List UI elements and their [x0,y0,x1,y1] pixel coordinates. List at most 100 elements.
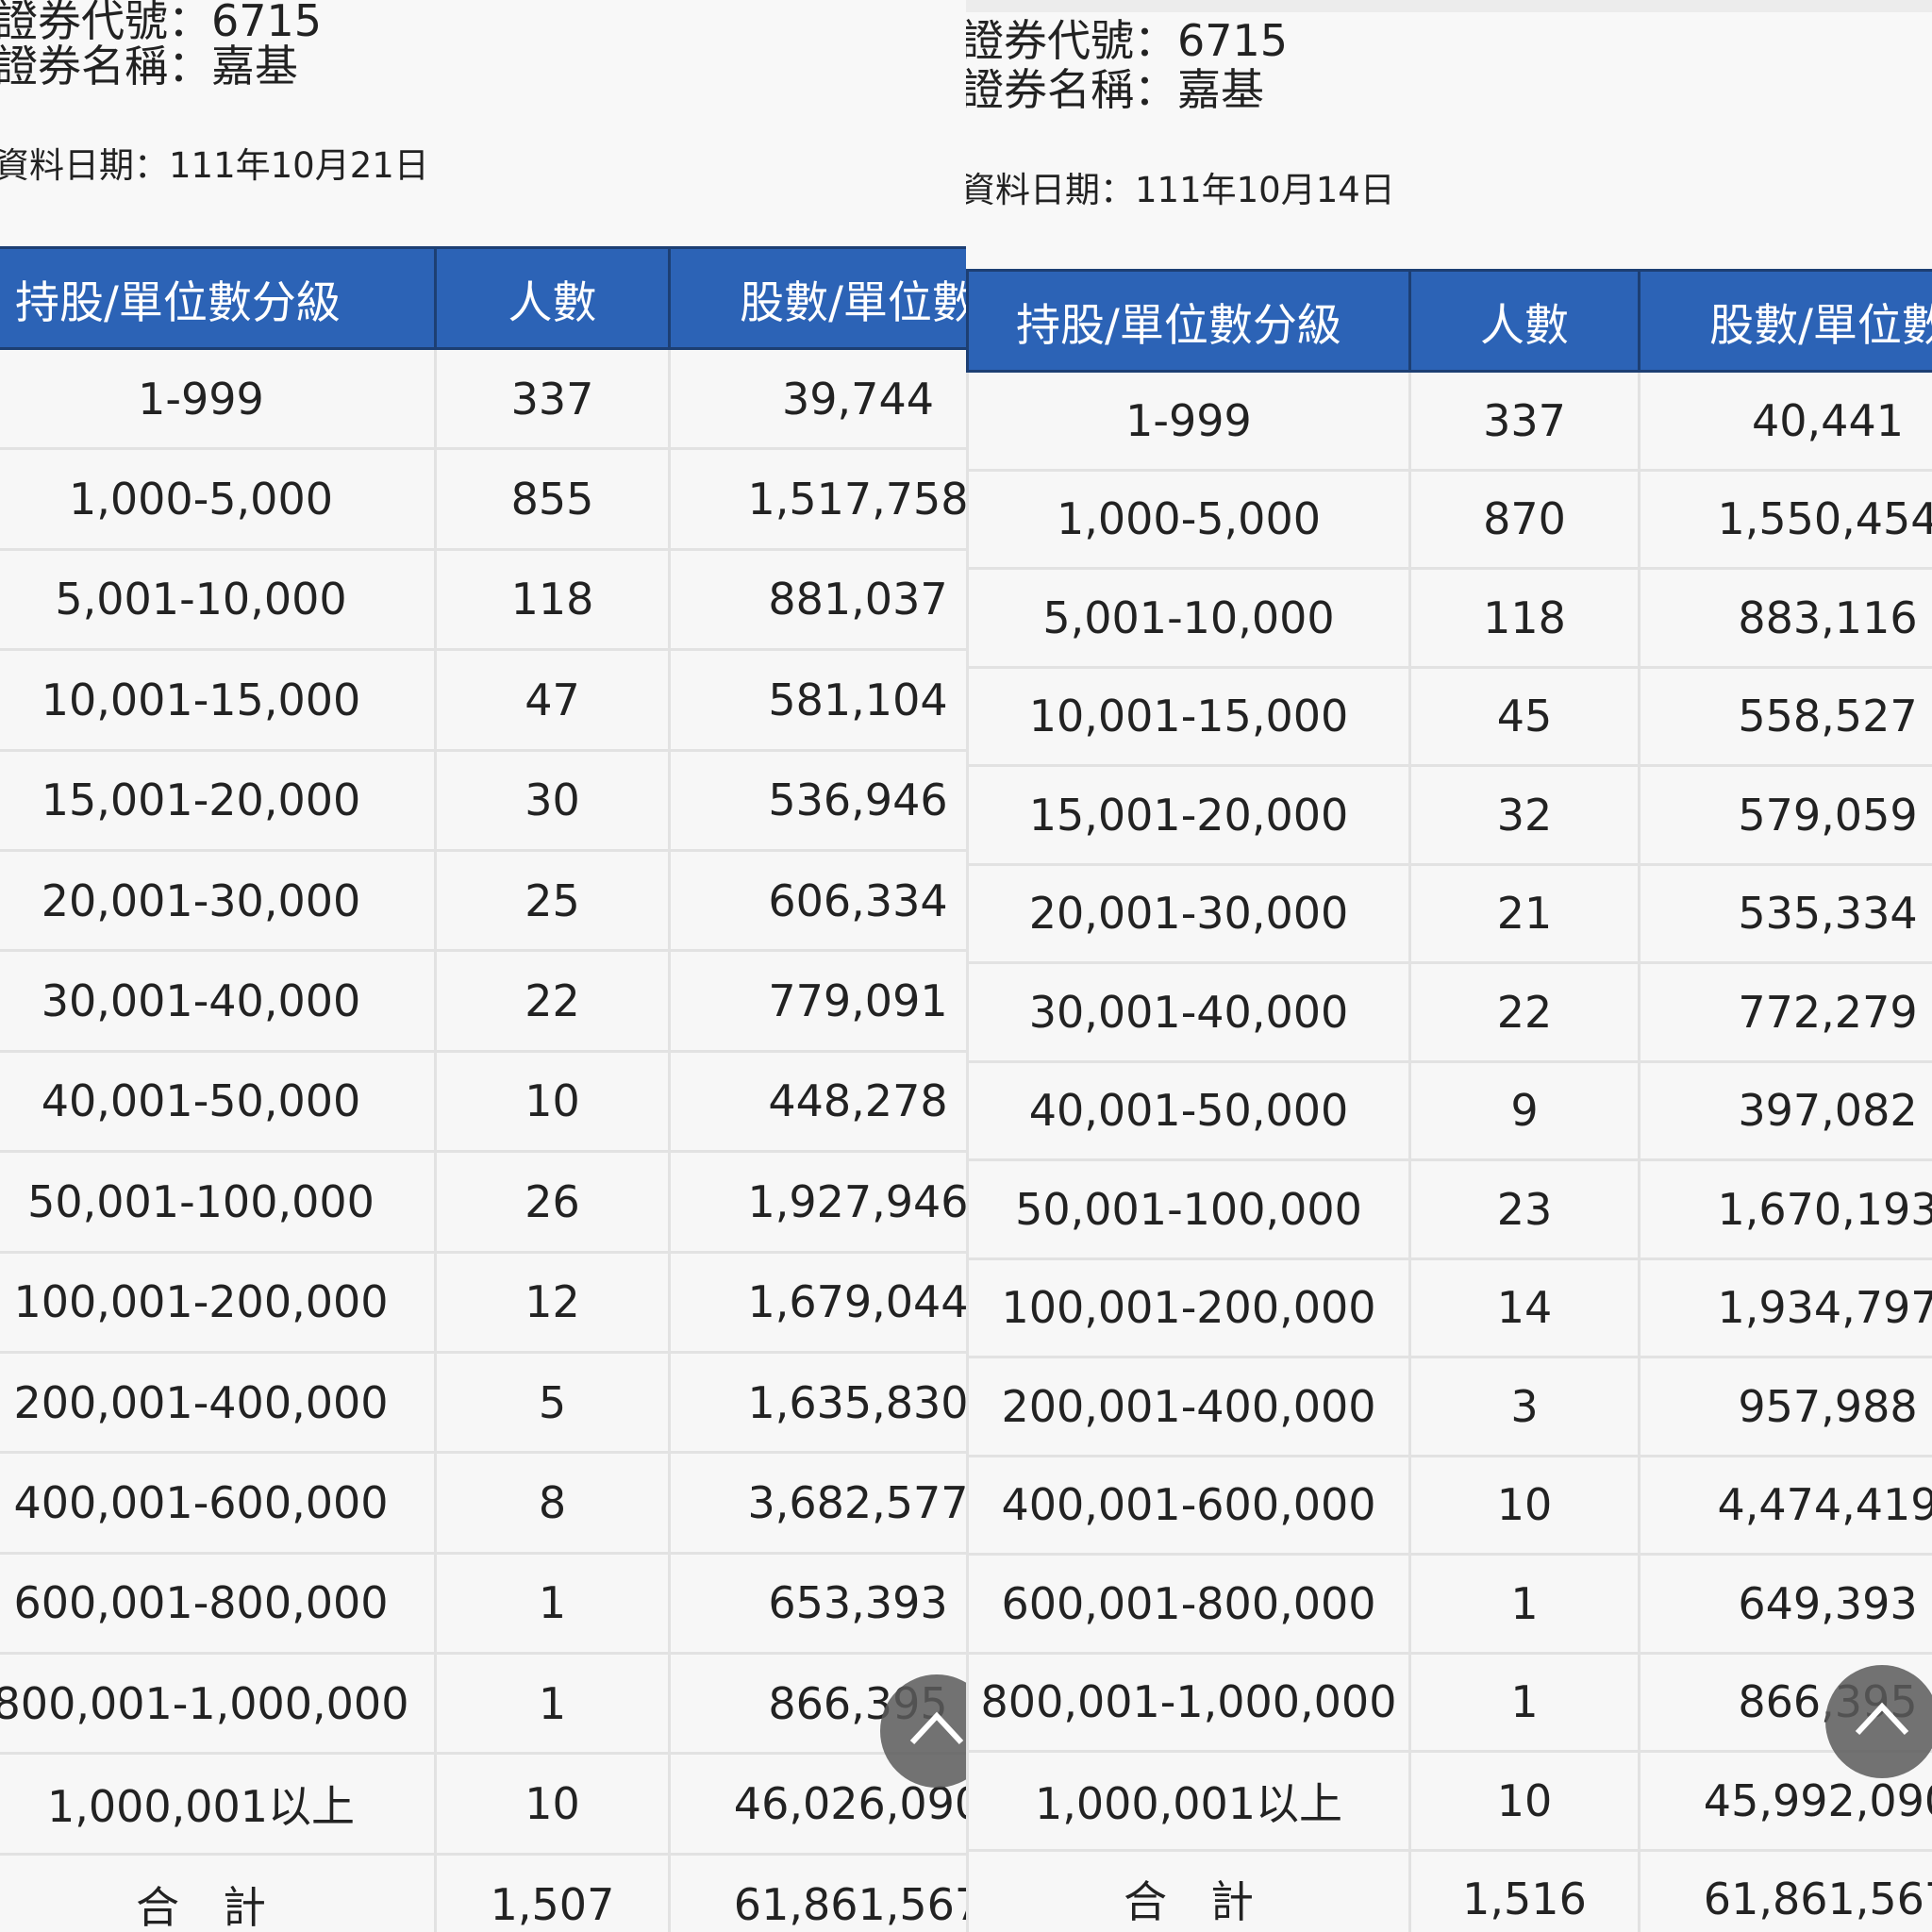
table-cell: 606,334 [668,848,966,953]
table-cell: 118 [1408,567,1641,669]
header-row: 持股/單位數分級 人數 股數/單位數 [966,269,1932,373]
table-cell: 47 [434,648,671,752]
security-name: 證券名稱：嘉基 [966,64,1264,115]
table-row: 40,001-50,000 10 448,278 [0,1049,966,1154]
table-cell: 5 [434,1350,671,1455]
table-cell: 26 [434,1150,671,1254]
table-cell: 1 [1408,1651,1641,1753]
table-cell: 883,116 [1638,567,1932,669]
table-cell: 100,001-200,000 [966,1257,1411,1358]
table-row: 15,001-20,000 32 579,059 [966,764,1932,866]
column-header: 人數 [1408,269,1641,373]
table-cell: 1,000,001以上 [966,1750,1411,1852]
table-cell: 881,037 [668,547,966,652]
table-cell: 23 [1408,1158,1641,1260]
table-row: 40,001-50,000 9 397,082 [966,1059,1932,1161]
table-cell: 1 [1408,1553,1641,1655]
table-cell: 30,001-40,000 [966,961,1411,1063]
scroll-to-top-button[interactable] [1825,1665,1932,1778]
top-bar [966,0,1932,12]
table-cell: 118 [434,547,671,652]
table-row: 200,001-400,000 5 1,635,830 [0,1350,966,1455]
table-cell: 10,001-15,000 [966,665,1411,767]
table-cell: 200,001-400,000 [966,1356,1411,1457]
table-row: 10,001-15,000 45 558,527 [966,665,1932,767]
table-cell: 15,001-20,000 [0,748,437,852]
table-cell: 39,744 [668,346,966,451]
table-cell: 649,393 [1638,1553,1932,1655]
table-row: 200,001-400,000 3 957,988 [966,1356,1932,1457]
table-cell: 46,026,090 [668,1752,966,1856]
table-row: 50,001-100,000 26 1,927,946 [0,1150,966,1254]
table-cell: 855 [434,447,671,551]
column-header: 股數/單位數 [1638,269,1932,373]
table-cell: 21 [1408,862,1641,964]
security-code: 證券代號：6715 [0,0,323,46]
table-row: 600,001-800,000 1 649,393 [966,1553,1932,1655]
table-cell: 1,679,044 [668,1250,966,1354]
table-cell: 30 [434,748,671,852]
table-cell: 337 [1408,370,1641,472]
table-row: 合 計 1,507 61,861,567 [0,1852,966,1932]
table-row: 1,000,001以上 10 45,992,090 [966,1750,1932,1852]
panel: 證券代號：6715 證券名稱：嘉基 資料日期：111年10月14日 持股/單位數分級人… [966,0,1932,1932]
table-cell: 600,001-800,000 [966,1553,1411,1655]
table-cell: 800,001-1,000,000 [0,1652,437,1756]
table-cell: 957,988 [1638,1356,1932,1457]
table-cell: 10 [434,1752,671,1856]
table-cell: 1,635,830 [668,1350,966,1455]
table-cell: 1,927,946 [668,1150,966,1254]
table-cell: 535,334 [1638,862,1932,964]
table-cell: 800,001-1,000,000 [966,1651,1411,1753]
table-cell: 536,946 [668,748,966,852]
table-cell: 579,059 [1638,764,1932,866]
table-cell: 15,001-20,000 [966,764,1411,866]
holding-table: 持股/單位數分級 人數 股數/單位數 1-999 337 39,744 1,000-5,00… [0,246,966,1932]
table-cell: 448,278 [668,1049,966,1154]
table-cell: 5,001-10,000 [966,567,1411,669]
table-row: 10,001-15,000 47 581,104 [0,648,966,752]
table-cell: 1,507 [434,1852,671,1932]
table-cell: 12 [434,1250,671,1354]
table-row: 1,000-5,000 870 1,550,454 [966,468,1932,570]
data-date: 資料日期：111年10月21日 [0,145,429,186]
table-cell: 合 計 [966,1848,1411,1932]
table-cell: 1 [434,1652,671,1756]
table-cell: 3,682,577 [668,1451,966,1555]
table-cell: 400,001-600,000 [966,1454,1411,1556]
table-cell: 600,001-800,000 [0,1551,437,1656]
table-row: 1-999 337 40,441 [966,370,1932,472]
table-row: 1,000,001以上 10 46,026,090 [0,1752,966,1856]
table-row: 15,001-20,000 30 536,946 [0,748,966,852]
table-row: 400,001-600,000 10 4,474,419 [966,1454,1932,1556]
table-cell: 1,550,454 [1638,468,1932,570]
table-cell: 10 [1408,1750,1641,1852]
table-cell: 22 [1408,961,1641,1063]
table-row: 5,001-10,000 118 881,037 [0,547,966,652]
table-cell: 1,516 [1408,1848,1641,1932]
table-cell: 14 [1408,1257,1641,1358]
table-cell: 32 [1408,764,1641,866]
table-row: 30,001-40,000 22 772,279 [966,961,1932,1063]
table-cell: 1,000-5,000 [966,468,1411,570]
table-row: 50,001-100,000 23 1,670,193 [966,1158,1932,1260]
table-cell: 10 [1408,1454,1641,1556]
table-cell: 1,000-5,000 [0,447,437,551]
table-row: 600,001-800,000 1 653,393 [0,1551,966,1656]
column-header: 股數/單位數 [668,246,966,350]
table-cell: 5,001-10,000 [0,547,437,652]
table-cell: 61,861,567 [668,1852,966,1932]
scroll-to-top-button[interactable] [880,1674,966,1788]
table-row: 100,001-200,000 12 1,679,044 [0,1250,966,1354]
table-cell: 8 [434,1451,671,1555]
table-row: 5,001-10,000 118 883,116 [966,567,1932,669]
table-cell: 397,082 [1638,1059,1932,1161]
table-cell: 20,001-30,000 [0,848,437,953]
table-row: 1-999 337 39,744 [0,346,966,451]
security-name: 證券名稱：嘉基 [0,41,298,92]
table-cell: 1,670,193 [1638,1158,1932,1260]
table-cell: 50,001-100,000 [0,1150,437,1254]
table-row: 100,001-200,000 14 1,934,797 [966,1257,1932,1358]
